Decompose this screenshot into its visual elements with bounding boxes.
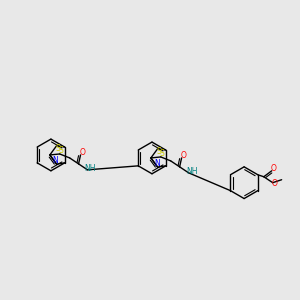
Text: O: O	[181, 152, 187, 160]
Text: O: O	[272, 179, 278, 188]
Text: S: S	[159, 149, 164, 158]
Text: N: N	[154, 159, 160, 168]
Text: NH: NH	[85, 164, 96, 173]
Text: N: N	[53, 156, 58, 165]
Text: NH: NH	[186, 167, 197, 176]
Text: O: O	[80, 148, 85, 158]
Text: S: S	[156, 147, 161, 156]
Text: S: S	[55, 144, 60, 153]
Text: S: S	[58, 146, 63, 155]
Text: O: O	[271, 164, 277, 173]
